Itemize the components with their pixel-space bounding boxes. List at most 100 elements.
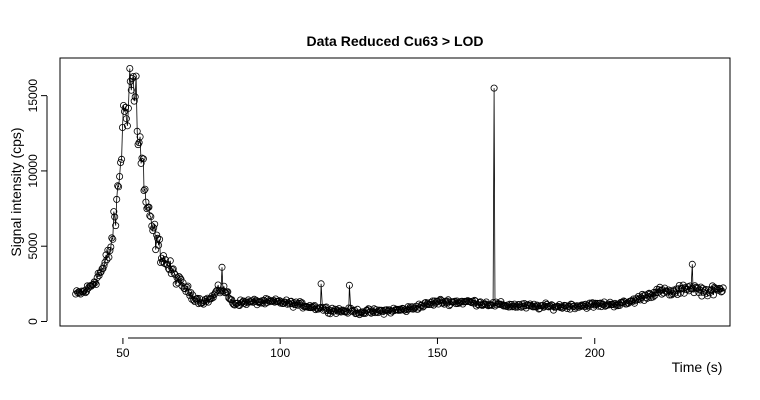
data-point-45 xyxy=(116,172,124,180)
data-point-150 xyxy=(218,263,226,271)
data-point-67 xyxy=(137,159,145,167)
series-line xyxy=(75,68,724,316)
x-tick-label-50: 50 xyxy=(116,346,130,360)
data-point-638 xyxy=(694,284,702,292)
data-point-38 xyxy=(109,235,117,243)
data-point-649 xyxy=(705,286,713,294)
data-point-60 xyxy=(130,97,138,105)
data-point-39 xyxy=(110,208,118,216)
x-axis-ticks: 50 100 150 200 xyxy=(116,338,605,360)
data-point-662 xyxy=(717,288,725,296)
data-point-618 xyxy=(674,285,682,293)
data-point-66 xyxy=(136,133,144,141)
data-point-115 xyxy=(184,282,192,290)
x-axis-label: Time (s) xyxy=(672,359,723,375)
data-point-57 xyxy=(127,86,135,94)
data-point-463 xyxy=(523,301,531,309)
y-tick-label-15000: 15000 xyxy=(26,79,40,113)
data-point-117 xyxy=(186,291,194,299)
data-point-90 xyxy=(159,252,167,260)
data-point-95 xyxy=(164,264,172,272)
data-point-118 xyxy=(187,289,195,297)
y-axis-ticks: 0 5000 10000 15000 xyxy=(26,79,47,325)
data-point-63 xyxy=(133,127,141,135)
data-point-58 xyxy=(128,75,136,83)
data-point-81 xyxy=(151,220,159,228)
data-point-61 xyxy=(131,93,139,101)
data-point-86 xyxy=(156,235,164,243)
data-point-369 xyxy=(431,299,439,307)
data-point-21 xyxy=(92,280,100,288)
data-point-34 xyxy=(105,253,113,261)
data-point-661 xyxy=(716,285,724,293)
data-point-35 xyxy=(106,247,114,255)
data-point-96 xyxy=(165,266,173,274)
plot-frame xyxy=(59,57,731,327)
data-point-80 xyxy=(150,224,158,232)
data-point-104 xyxy=(173,274,181,282)
data-point-144 xyxy=(212,287,220,295)
data-point-98 xyxy=(167,269,175,277)
data-point-52 xyxy=(122,115,130,123)
data-point-91 xyxy=(160,259,168,267)
data-point-44 xyxy=(115,183,123,191)
data-point-530 xyxy=(589,299,597,307)
data-point-211 xyxy=(277,298,285,306)
data-point-36 xyxy=(107,243,115,251)
data-point-73 xyxy=(143,205,151,213)
data-point-47 xyxy=(118,155,126,163)
data-point-77 xyxy=(147,213,155,221)
y-tick-label-0: 0 xyxy=(26,318,40,325)
data-point-59 xyxy=(129,73,137,81)
chart-title: Data Reduced Cu63 > LOD xyxy=(307,33,484,49)
data-point-253 xyxy=(318,303,326,311)
data-point-29 xyxy=(100,262,108,270)
data-point-360 xyxy=(423,300,431,308)
data-point-70 xyxy=(140,186,148,194)
x-tick-label-200: 200 xyxy=(585,346,605,360)
data-point-42 xyxy=(113,195,121,203)
data-point-40 xyxy=(111,213,119,221)
data-point-546 xyxy=(604,300,612,308)
data-point-37 xyxy=(108,234,116,242)
data-point-51 xyxy=(122,103,130,111)
y-tick-label-5000: 5000 xyxy=(26,233,40,260)
data-point-97 xyxy=(166,257,174,265)
data-point-292 xyxy=(356,309,364,317)
data-point-55 xyxy=(126,65,134,73)
data-point-612 xyxy=(669,290,677,298)
data-point-54 xyxy=(124,104,132,112)
data-point-75 xyxy=(145,203,153,211)
data-point-230 xyxy=(296,298,304,306)
data-point-84 xyxy=(154,234,162,242)
data-points xyxy=(72,65,727,319)
data-point-663 xyxy=(718,287,726,295)
data-point-76 xyxy=(146,212,154,220)
plot-area xyxy=(72,65,727,319)
data-point-154 xyxy=(222,289,230,297)
y-tick-label-10000: 10000 xyxy=(26,154,40,188)
data-point-46 xyxy=(117,158,125,166)
x-tick-label-100: 100 xyxy=(270,346,290,360)
data-point-575 xyxy=(632,294,640,302)
data-point-632 xyxy=(688,260,696,268)
data-point-41 xyxy=(112,222,120,230)
data-point-281 xyxy=(345,281,353,289)
data-point-53 xyxy=(123,122,131,130)
data-point-48 xyxy=(119,124,127,132)
data-point-629 xyxy=(685,287,693,295)
data-point-664 xyxy=(719,284,727,292)
data-point-160 xyxy=(228,296,236,304)
x-tick-label-150: 150 xyxy=(427,346,447,360)
data-point-92 xyxy=(161,256,169,264)
data-point-32 xyxy=(103,256,111,264)
data-point-71 xyxy=(141,185,149,193)
data-point-62 xyxy=(132,72,140,80)
data-point-429 xyxy=(490,84,498,92)
data-point-68 xyxy=(138,154,146,162)
data-point-654 xyxy=(710,291,718,299)
data-point-26 xyxy=(97,268,105,276)
data-point-69 xyxy=(139,155,147,163)
data-point-252 xyxy=(317,280,325,288)
